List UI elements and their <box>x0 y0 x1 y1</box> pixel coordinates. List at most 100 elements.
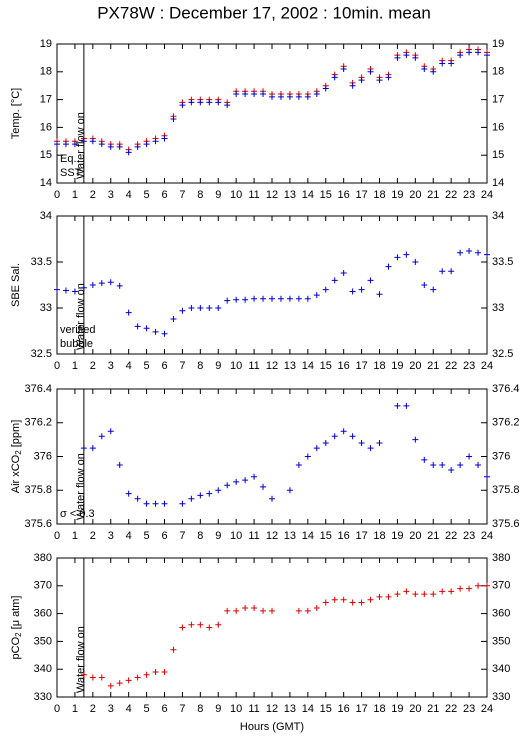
x-tick-label: 10 <box>230 530 242 542</box>
data-point <box>54 141 60 148</box>
x-tick-label: 14 <box>302 360 314 372</box>
y-tick-label: 330 <box>492 691 510 703</box>
data-point <box>331 433 338 440</box>
y-tick-label: 340 <box>492 663 510 675</box>
data-point <box>152 500 159 507</box>
x-tick-label: 19 <box>391 360 403 372</box>
x-tick-label: 4 <box>126 703 132 715</box>
data-point <box>188 621 195 628</box>
data-point <box>439 60 446 67</box>
data-point <box>89 445 96 452</box>
data-point <box>286 93 293 100</box>
y-tick-label: 376.2 <box>24 417 52 429</box>
x-tick-label: 10 <box>230 189 242 201</box>
y-tick-label: 375.8 <box>24 484 52 496</box>
data-point <box>161 668 168 675</box>
data-point <box>80 445 87 452</box>
y-tick-label: 33 <box>40 302 52 314</box>
y-tick-label: 19 <box>492 38 504 50</box>
y-tick-label: 375.8 <box>492 484 520 496</box>
y-tick-label: 14 <box>492 177 504 189</box>
data-point <box>412 54 419 61</box>
data-point <box>304 453 311 460</box>
y-tick-label: 32.5 <box>492 348 513 360</box>
data-point <box>313 445 320 452</box>
x-tick-label: 13 <box>284 530 296 542</box>
x-tick-label: 3 <box>108 189 114 201</box>
legend-entry: Eq. <box>60 153 77 165</box>
data-point <box>367 596 374 603</box>
x-tick-label: 1 <box>72 530 78 542</box>
data-point <box>98 674 105 681</box>
x-tick-label: 4 <box>126 189 132 201</box>
data-point <box>331 277 338 284</box>
data-point <box>197 305 204 311</box>
data-point <box>340 270 347 277</box>
x-tick-label: 22 <box>445 703 457 715</box>
x-tick-label: 2 <box>90 189 96 201</box>
data-point <box>269 295 275 302</box>
x-tick-label: 15 <box>320 189 332 201</box>
data-point <box>403 251 410 258</box>
y-tick-label: 18 <box>492 66 504 78</box>
data-point <box>215 99 222 106</box>
data-point <box>224 297 231 304</box>
data-point <box>107 143 114 150</box>
data-point <box>143 500 150 507</box>
x-tick-label: 11 <box>248 360 259 372</box>
x-tick-label: 22 <box>445 530 457 542</box>
y-axis-label: Air xCO2 [ppm] <box>10 420 23 494</box>
data-point <box>98 141 105 148</box>
x-tick-label: 8 <box>197 360 203 372</box>
data-point <box>448 467 455 473</box>
x-tick-label: 21 <box>427 703 439 715</box>
y-tick-label: 375.6 <box>492 518 520 530</box>
data-point <box>206 624 213 631</box>
data-point <box>224 102 231 109</box>
data-point <box>349 82 356 89</box>
x-tick-label: 1 <box>72 360 78 372</box>
x-tick-label: 20 <box>409 360 421 372</box>
data-point <box>260 607 267 614</box>
x-tick-label: 6 <box>161 360 167 372</box>
x-tick-label: 3 <box>108 703 114 715</box>
data-point <box>295 295 302 302</box>
y-tick-label: 376.4 <box>492 383 520 395</box>
y-tick-label: 34 <box>492 210 504 222</box>
plot-frame <box>56 388 488 525</box>
data-point <box>295 607 302 614</box>
data-point <box>358 599 365 606</box>
data-point <box>403 52 410 59</box>
data-point <box>179 307 186 314</box>
data-point <box>116 282 123 289</box>
data-point <box>322 286 329 293</box>
data-point <box>376 440 383 446</box>
annotation: Water flow on <box>75 112 87 179</box>
data-point <box>260 483 267 490</box>
x-tick-label: 8 <box>197 530 203 542</box>
data-point <box>80 138 87 145</box>
data-point <box>269 607 275 614</box>
data-point <box>143 141 150 148</box>
x-tick-label: 23 <box>463 360 475 372</box>
data-point <box>125 149 132 156</box>
y-tick-label: 18 <box>40 66 52 78</box>
y-tick-label: 375.6 <box>24 518 52 530</box>
y-tick-label: 17 <box>492 94 504 106</box>
y-tick-label: 15 <box>492 149 504 161</box>
data-point <box>134 674 141 681</box>
x-tick-label: 23 <box>463 530 475 542</box>
data-point <box>134 323 141 330</box>
x-tick-label: 3 <box>108 530 114 542</box>
data-point <box>313 605 320 612</box>
data-point <box>170 116 177 123</box>
x-tick-label: 21 <box>427 360 439 372</box>
data-point <box>313 91 320 98</box>
data-point <box>277 295 284 302</box>
y-tick-label: 376.2 <box>492 417 520 429</box>
x-tick-label: 10 <box>230 360 242 372</box>
x-tick-label: 10 <box>230 703 242 715</box>
data-point <box>215 487 222 494</box>
x-tick-label: 2 <box>90 530 96 542</box>
data-point <box>116 461 123 468</box>
